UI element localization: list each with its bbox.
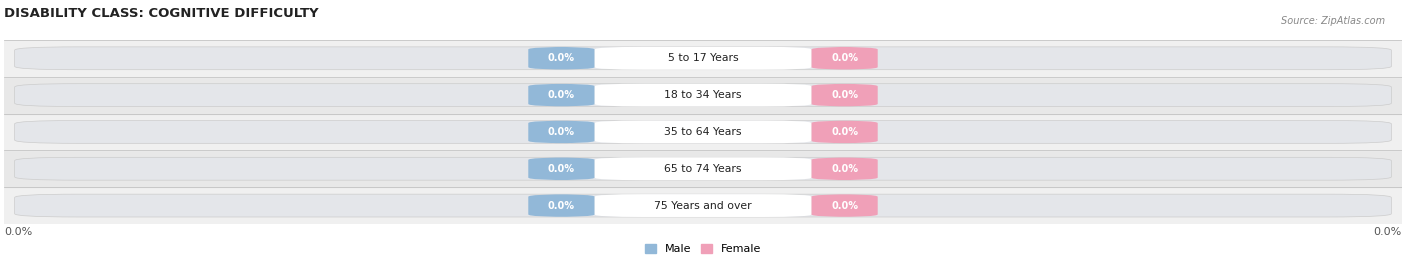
Text: 35 to 64 Years: 35 to 64 Years xyxy=(664,127,742,137)
FancyBboxPatch shape xyxy=(14,47,1392,70)
Text: 0.0%: 0.0% xyxy=(831,200,858,211)
FancyBboxPatch shape xyxy=(529,157,595,180)
Text: 0.0%: 0.0% xyxy=(831,127,858,137)
Text: 0.0%: 0.0% xyxy=(4,227,32,237)
Text: 18 to 34 Years: 18 to 34 Years xyxy=(664,90,742,100)
Bar xyxy=(4,40,1402,77)
Text: 65 to 74 Years: 65 to 74 Years xyxy=(664,164,742,174)
Text: 0.0%: 0.0% xyxy=(548,90,575,100)
Text: 0.0%: 0.0% xyxy=(831,164,858,174)
FancyBboxPatch shape xyxy=(595,157,811,180)
FancyBboxPatch shape xyxy=(595,121,811,143)
FancyBboxPatch shape xyxy=(529,194,595,217)
FancyBboxPatch shape xyxy=(529,121,595,143)
Text: DISABILITY CLASS: COGNITIVE DIFFICULTY: DISABILITY CLASS: COGNITIVE DIFFICULTY xyxy=(4,7,319,20)
FancyBboxPatch shape xyxy=(811,157,877,180)
FancyBboxPatch shape xyxy=(811,84,877,106)
Text: 0.0%: 0.0% xyxy=(548,200,575,211)
Bar xyxy=(4,114,1402,150)
FancyBboxPatch shape xyxy=(811,47,877,70)
FancyBboxPatch shape xyxy=(595,84,811,106)
FancyBboxPatch shape xyxy=(14,157,1392,180)
Text: 0.0%: 0.0% xyxy=(548,164,575,174)
Text: Source: ZipAtlas.com: Source: ZipAtlas.com xyxy=(1281,16,1385,26)
FancyBboxPatch shape xyxy=(811,121,877,143)
FancyBboxPatch shape xyxy=(529,84,595,106)
FancyBboxPatch shape xyxy=(595,194,811,217)
Text: 5 to 17 Years: 5 to 17 Years xyxy=(668,53,738,63)
FancyBboxPatch shape xyxy=(14,84,1392,106)
Text: 75 Years and over: 75 Years and over xyxy=(654,200,752,211)
Text: 0.0%: 0.0% xyxy=(831,53,858,63)
Bar xyxy=(4,77,1402,114)
FancyBboxPatch shape xyxy=(595,47,811,70)
Bar xyxy=(4,187,1402,224)
Text: 0.0%: 0.0% xyxy=(831,90,858,100)
Text: 0.0%: 0.0% xyxy=(548,127,575,137)
Text: 0.0%: 0.0% xyxy=(1374,227,1402,237)
FancyBboxPatch shape xyxy=(14,194,1392,217)
Legend: Male, Female: Male, Female xyxy=(641,240,765,259)
FancyBboxPatch shape xyxy=(14,121,1392,143)
Bar xyxy=(4,150,1402,187)
Text: 0.0%: 0.0% xyxy=(548,53,575,63)
FancyBboxPatch shape xyxy=(529,47,595,70)
FancyBboxPatch shape xyxy=(811,194,877,217)
